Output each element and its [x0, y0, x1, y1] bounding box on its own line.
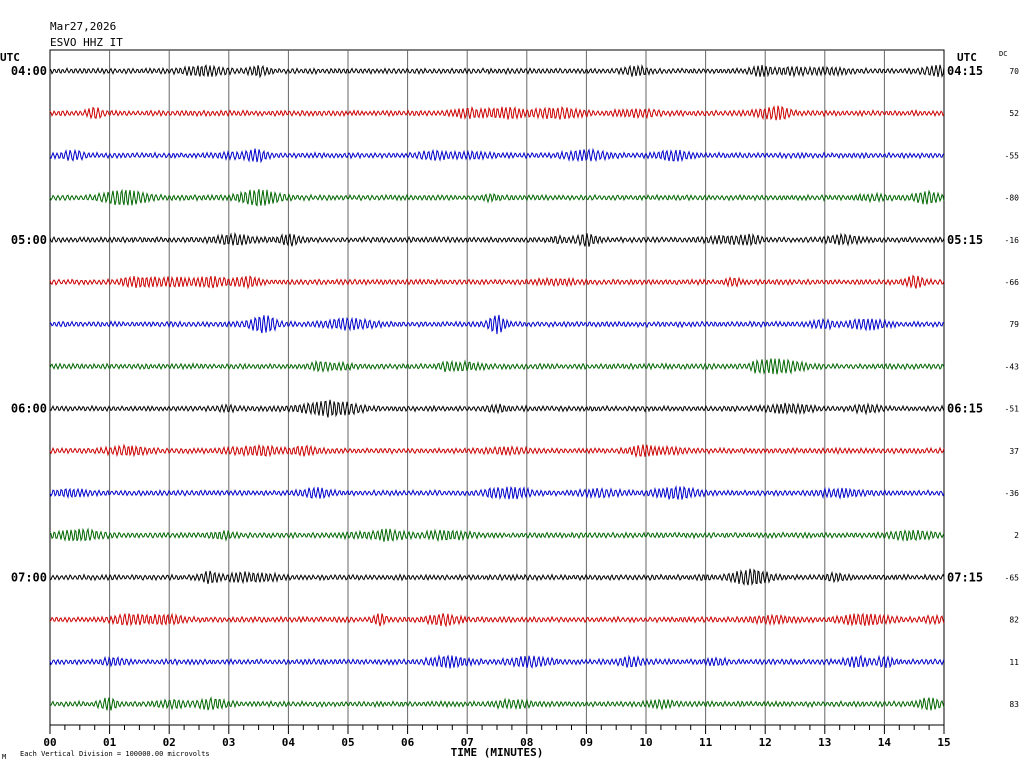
trace-dc-offset: 83 [1009, 700, 1019, 709]
trace-dc-offset: 70 [1009, 67, 1019, 76]
utc-left-label: UTC [0, 51, 20, 64]
x-tick-label: 10 [639, 736, 652, 749]
trace-time-right: 05:15 [947, 233, 983, 247]
trace-dc-offset: 2 [1014, 531, 1019, 540]
trace-time-left: 07:00 [11, 570, 47, 584]
date-label: Mar27,2026 [50, 20, 117, 33]
trace-dc-offset: -80 [1005, 194, 1020, 203]
trace-time-left: 06:00 [11, 402, 47, 416]
x-axis-label: TIME (MINUTES) [451, 746, 544, 759]
trace-line [49, 358, 945, 375]
x-tick-label: 14 [878, 736, 892, 749]
trace-line [49, 105, 945, 121]
x-tick-label: 03 [222, 736, 235, 749]
trace-line [49, 314, 945, 335]
trace-line [49, 64, 945, 79]
x-tick-label: 06 [401, 736, 415, 749]
trace-dc-offset: -65 [1005, 573, 1020, 582]
trace-dc-offset: -43 [1005, 362, 1020, 371]
trace-time-right: 07:15 [947, 570, 983, 584]
x-tick-label: 13 [818, 736, 831, 749]
trace-time-left: 04:00 [11, 64, 47, 78]
trace-dc-offset: 82 [1009, 616, 1019, 625]
x-tick-label: 05 [341, 736, 354, 749]
x-tick-label: 01 [103, 736, 117, 749]
x-tick-label: 11 [699, 736, 713, 749]
x-tick-label: 15 [937, 736, 950, 749]
trace-dc-offset: -51 [1005, 405, 1020, 414]
trace-dc-offset: 79 [1009, 320, 1019, 329]
trace-line [49, 612, 945, 628]
trace-line [49, 147, 945, 164]
trace-dc-offset: -16 [1005, 236, 1020, 245]
trace-line [49, 696, 945, 711]
x-tick-label: 09 [580, 736, 593, 749]
trace-dc-offset: -66 [1005, 278, 1020, 287]
trace-dc-offset: 37 [1009, 447, 1019, 456]
trace-time-right: 06:15 [947, 402, 983, 416]
x-tick-label: 07 [461, 736, 474, 749]
trace-line [49, 527, 945, 542]
trace-line [49, 231, 945, 247]
trace-line [49, 399, 945, 418]
x-tick-label: 02 [163, 736, 176, 749]
trace-dc-offset: -36 [1005, 489, 1020, 498]
trace-line [49, 568, 945, 586]
trace-line [49, 485, 945, 501]
plot-frame [49, 49, 945, 726]
x-tick-label: 08 [520, 736, 533, 749]
scale-note: Each Vertical Division = 100000.00 micro… [20, 750, 210, 758]
trace-line [49, 443, 945, 459]
trace-line [49, 654, 945, 669]
trace-time-right: 04:15 [947, 64, 983, 78]
trace-line [49, 274, 945, 290]
x-tick-label: 12 [759, 736, 772, 749]
x-tick-label: 00 [43, 736, 56, 749]
corner-mark: M [2, 753, 7, 761]
trace-line [49, 188, 945, 207]
station-label: ESVO HHZ IT [50, 36, 123, 49]
x-tick-label: 04 [282, 736, 296, 749]
trace-dc-offset: 52 [1009, 109, 1019, 118]
trace-dc-offset: -55 [1005, 151, 1020, 160]
utc-right-label: UTC [957, 51, 977, 64]
trace-time-left: 05:00 [11, 233, 47, 247]
dc-header-label: DC [999, 50, 1008, 58]
trace-dc-offset: 11 [1009, 658, 1019, 667]
